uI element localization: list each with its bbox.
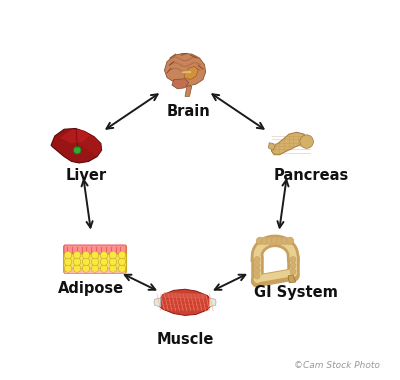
Circle shape bbox=[82, 265, 90, 272]
Circle shape bbox=[74, 146, 81, 154]
Circle shape bbox=[100, 251, 108, 259]
Circle shape bbox=[286, 237, 294, 245]
Polygon shape bbox=[272, 132, 312, 155]
Circle shape bbox=[73, 251, 81, 259]
Circle shape bbox=[118, 251, 126, 259]
Circle shape bbox=[109, 258, 117, 266]
Polygon shape bbox=[157, 289, 213, 315]
Circle shape bbox=[109, 265, 117, 272]
Polygon shape bbox=[184, 66, 198, 79]
Circle shape bbox=[261, 237, 269, 245]
Circle shape bbox=[82, 258, 90, 266]
Circle shape bbox=[91, 251, 99, 259]
Circle shape bbox=[254, 268, 260, 274]
Circle shape bbox=[100, 265, 108, 272]
Circle shape bbox=[82, 251, 90, 259]
Polygon shape bbox=[181, 70, 192, 74]
Circle shape bbox=[266, 237, 274, 245]
Polygon shape bbox=[172, 79, 189, 89]
Circle shape bbox=[118, 265, 126, 272]
Polygon shape bbox=[164, 53, 206, 86]
Polygon shape bbox=[51, 128, 102, 163]
Circle shape bbox=[100, 258, 108, 266]
Circle shape bbox=[271, 237, 279, 245]
Text: Pancreas: Pancreas bbox=[274, 168, 349, 183]
Polygon shape bbox=[154, 298, 161, 307]
Circle shape bbox=[73, 265, 81, 272]
Circle shape bbox=[254, 262, 260, 268]
Circle shape bbox=[118, 258, 126, 266]
Circle shape bbox=[256, 237, 264, 245]
Polygon shape bbox=[60, 129, 90, 144]
Text: Brain: Brain bbox=[167, 104, 211, 119]
Polygon shape bbox=[209, 298, 216, 307]
Polygon shape bbox=[75, 128, 102, 157]
Circle shape bbox=[91, 265, 99, 272]
Circle shape bbox=[109, 251, 117, 259]
Circle shape bbox=[254, 273, 260, 279]
Circle shape bbox=[276, 237, 284, 245]
Polygon shape bbox=[268, 143, 275, 150]
Text: Adipose: Adipose bbox=[58, 281, 124, 296]
Circle shape bbox=[64, 265, 72, 272]
FancyBboxPatch shape bbox=[64, 245, 126, 254]
FancyBboxPatch shape bbox=[64, 246, 126, 273]
Text: ©Cam Stock Photo: ©Cam Stock Photo bbox=[294, 361, 380, 370]
Text: Liver: Liver bbox=[66, 168, 107, 183]
Circle shape bbox=[64, 258, 72, 266]
Circle shape bbox=[91, 258, 99, 266]
FancyBboxPatch shape bbox=[64, 268, 126, 274]
Circle shape bbox=[300, 135, 313, 148]
Circle shape bbox=[254, 256, 260, 263]
Circle shape bbox=[73, 258, 81, 266]
Text: GI System: GI System bbox=[254, 285, 338, 300]
Polygon shape bbox=[162, 293, 206, 299]
Polygon shape bbox=[288, 274, 296, 283]
Circle shape bbox=[290, 269, 296, 274]
Polygon shape bbox=[185, 86, 192, 97]
Circle shape bbox=[64, 251, 72, 259]
Circle shape bbox=[290, 256, 296, 263]
Circle shape bbox=[281, 237, 289, 245]
Text: Muscle: Muscle bbox=[156, 332, 214, 347]
Circle shape bbox=[290, 263, 296, 269]
